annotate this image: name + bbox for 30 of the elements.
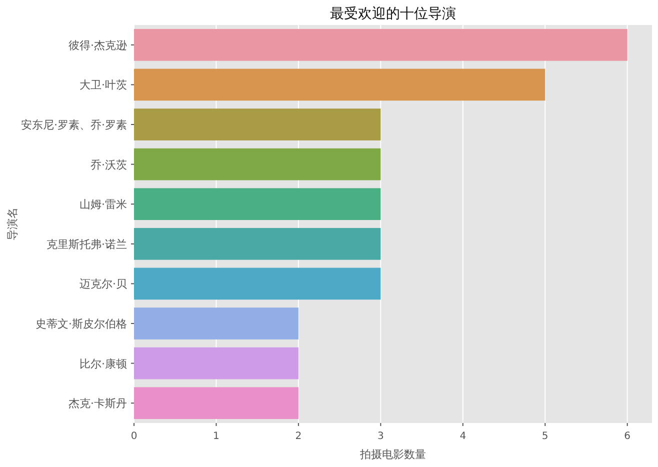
x-tick-label: 0 [130, 431, 138, 442]
bar [134, 108, 381, 140]
bar [134, 28, 628, 61]
y-tick-label: 比尔·康顿 [80, 357, 127, 370]
x-tick-label: 2 [295, 431, 302, 442]
bar [134, 188, 381, 220]
bar [134, 387, 298, 420]
x-tick-label: 3 [377, 431, 384, 442]
y-tick-label: 彼得·杰克逊 [68, 38, 127, 52]
y-tick-label: 安东尼·罗素、乔·罗素 [21, 118, 127, 132]
x-tick-label: 4 [460, 431, 466, 442]
x-tick-label: 1 [213, 431, 220, 442]
y-tick-label: 杰克·卡斯丹 [68, 397, 127, 410]
bar [134, 347, 298, 380]
x-tick-label: 6 [624, 431, 631, 442]
chart-title: 最受欢迎的十位导演 [330, 6, 456, 22]
y-tick-label: 克里斯托弗·诺兰 [46, 238, 127, 251]
y-tick-label: 大卫·叶茨 [80, 78, 127, 92]
bar [134, 308, 298, 340]
y-tick-label: 迈克尔·贝 [80, 278, 127, 291]
bar [134, 68, 546, 101]
y-axis-title: 导演名 [6, 208, 19, 240]
y-tick-label: 乔·沃茨 [90, 158, 127, 172]
bar [134, 148, 381, 180]
y-tick-label: 史蒂文·斯皮尔伯格 [36, 318, 127, 330]
bar [134, 268, 381, 300]
x-axis-title: 拍摄电影数量 [359, 448, 426, 461]
x-tick-label: 5 [542, 431, 548, 442]
bar [134, 228, 381, 260]
y-tick-label: 山姆·雷米 [80, 198, 127, 212]
